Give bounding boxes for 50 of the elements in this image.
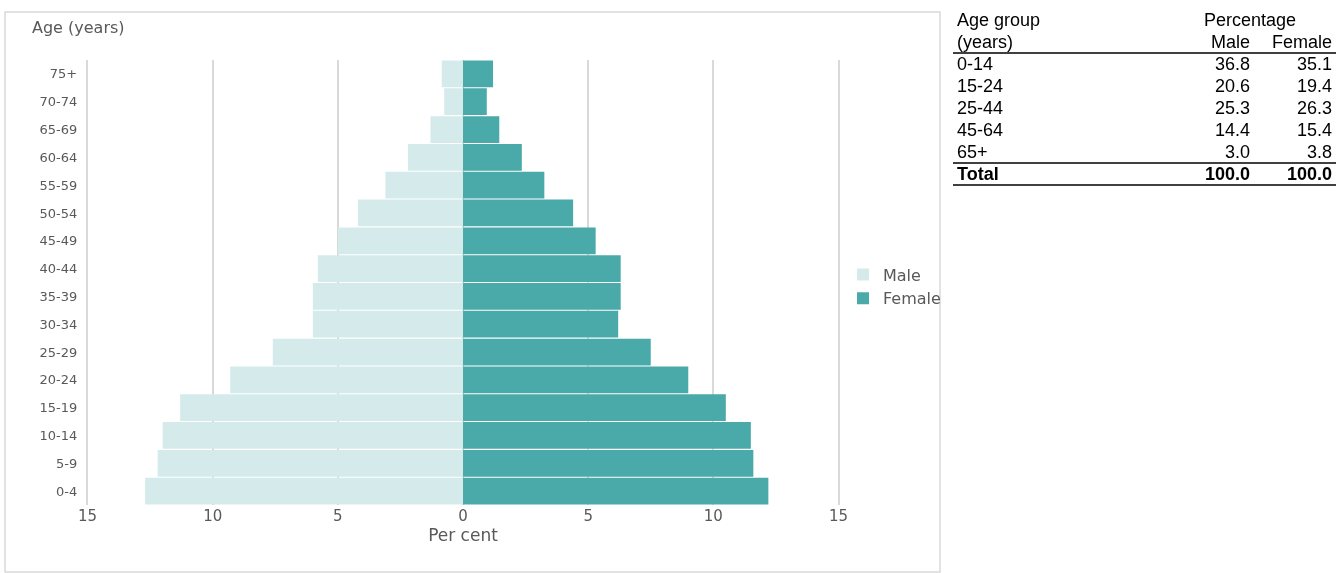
y-tick-label: 15-19 bbox=[39, 400, 78, 416]
y-tick-label: 5-9 bbox=[55, 455, 78, 471]
text: Percentage bbox=[1204, 10, 1297, 30]
text: 14.4 bbox=[1215, 120, 1251, 140]
y-tick-label: 30-34 bbox=[39, 316, 78, 332]
y-tick-label: 55-59 bbox=[39, 177, 78, 193]
y-tick-label: 40-44 bbox=[39, 261, 78, 277]
text: 36.8 bbox=[1215, 54, 1251, 74]
x-tick-label: 0 bbox=[458, 507, 468, 525]
y-tick-label: 35-39 bbox=[39, 288, 78, 304]
text: 3.8 bbox=[1307, 142, 1333, 162]
text: 26.3 bbox=[1297, 98, 1333, 118]
text: 100.0 bbox=[1287, 164, 1333, 184]
text: 25.3 bbox=[1215, 98, 1251, 118]
text: 20.6 bbox=[1215, 76, 1251, 96]
text: 15.4 bbox=[1297, 120, 1333, 140]
text: 15-24 bbox=[957, 76, 1004, 96]
x-tick-label: 15 bbox=[78, 507, 98, 525]
text: Age group bbox=[957, 10, 1041, 30]
text: 100.0 bbox=[1205, 164, 1251, 184]
y-tick-label: 75+ bbox=[49, 66, 78, 82]
text: 19.4 bbox=[1297, 76, 1333, 96]
text: 0-14 bbox=[957, 54, 994, 74]
y-tick-label: 0-4 bbox=[55, 483, 78, 499]
y-tick-label: 70-74 bbox=[39, 94, 78, 110]
text: Total bbox=[957, 164, 999, 184]
text: 65+ bbox=[957, 142, 988, 162]
text: Male bbox=[1211, 32, 1251, 52]
y-tick-label: 25-29 bbox=[39, 344, 78, 360]
x-tick-label: 5 bbox=[333, 507, 343, 525]
x-tick-label: 5 bbox=[583, 507, 593, 525]
y-tick-label: 50-54 bbox=[39, 205, 78, 221]
x-tick-label: 10 bbox=[203, 507, 223, 525]
text: 45-64 bbox=[957, 120, 1004, 140]
legend-label: Male bbox=[883, 265, 921, 285]
y-tick-label: 20-24 bbox=[39, 372, 78, 388]
y-tick-label: 10-14 bbox=[39, 428, 78, 444]
x-axis-title: Per cent bbox=[428, 525, 499, 545]
text: 3.0 bbox=[1225, 142, 1251, 162]
text: 25-44 bbox=[957, 98, 1004, 118]
text: 35.1 bbox=[1297, 54, 1333, 74]
y-tick-label: 65-69 bbox=[39, 122, 78, 138]
y-tick-label: 60-64 bbox=[39, 149, 78, 165]
text: Female bbox=[1272, 32, 1333, 52]
text: (years) bbox=[957, 32, 1014, 52]
y-tick-label: 45-49 bbox=[39, 233, 78, 249]
x-tick-label: 10 bbox=[703, 507, 723, 525]
x-tick-label: 15 bbox=[828, 507, 848, 525]
legend-label: Female bbox=[883, 289, 941, 309]
y-axis-title: Age (years) bbox=[32, 18, 125, 37]
